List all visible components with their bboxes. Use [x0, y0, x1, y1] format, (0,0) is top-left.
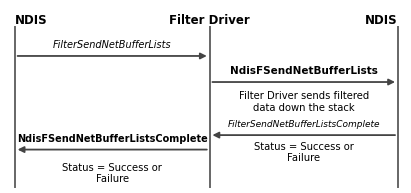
Text: NdisFSendNetBufferListsComplete: NdisFSendNetBufferListsComplete	[17, 134, 208, 144]
Text: Status = Success or
Failure: Status = Success or Failure	[254, 142, 354, 163]
Text: NdisFSendNetBufferLists: NdisFSendNetBufferLists	[230, 66, 378, 76]
Text: NDIS: NDIS	[365, 14, 398, 26]
Text: FilterSendNetBufferLists: FilterSendNetBufferLists	[53, 40, 171, 50]
Text: FilterSendNetBufferListsComplete: FilterSendNetBufferListsComplete	[227, 120, 380, 129]
Text: Filter Driver sends filtered
data down the stack: Filter Driver sends filtered data down t…	[239, 91, 369, 113]
Text: NDIS: NDIS	[15, 14, 47, 26]
Text: Status = Success or
Failure: Status = Success or Failure	[62, 163, 162, 185]
Text: Filter Driver: Filter Driver	[169, 14, 250, 26]
